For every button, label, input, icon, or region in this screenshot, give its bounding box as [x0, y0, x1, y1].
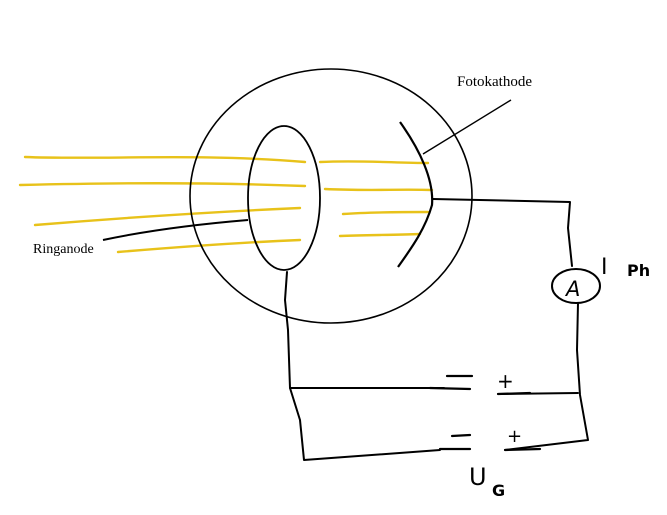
light-rays: [18, 155, 434, 254]
ammeter-symbol: A: [564, 277, 580, 301]
light-ray-2: [18, 182, 307, 188]
ring-anode: [247, 125, 321, 271]
vacuum-bulb: [189, 68, 473, 324]
photocathode: [397, 121, 434, 268]
light-ray-6: [323, 187, 434, 192]
wire-ammeter-down: [504, 302, 589, 451]
anode-leader-line: [102, 219, 249, 241]
voltage-label: U: [469, 463, 487, 491]
current-label: I: [601, 255, 608, 280]
voltage-subscript: G: [492, 481, 505, 500]
current-subscript: Ph: [627, 261, 650, 280]
voltage-source-upper: [428, 374, 532, 396]
light-ray-5: [318, 160, 430, 165]
battery-lower-short-plate: [450, 433, 472, 438]
circuit-wires: [284, 198, 589, 461]
wire-left-rail: [289, 387, 441, 461]
light-ray-4: [116, 238, 302, 254]
voltage-source-lower: [438, 433, 542, 452]
light-ray-8: [338, 232, 422, 238]
ammeter: [551, 268, 601, 304]
wire-anode-down: [284, 271, 445, 389]
light-ray-7: [341, 210, 430, 216]
ring-anode-label: Ringanode: [33, 242, 94, 257]
cathode-label: Fotokathode: [457, 74, 532, 90]
battery-upper-right-plate: [496, 391, 532, 396]
battery-lower-right-plate: [503, 447, 542, 452]
battery-upper-long-plate: [428, 386, 472, 391]
light-ray-3: [33, 206, 302, 227]
wire-cathode-right: [432, 198, 573, 267]
plus-sign-lower: +: [507, 426, 522, 447]
light-ray-1: [23, 155, 307, 164]
plus-sign-upper: +: [497, 369, 514, 393]
cathode-leader-line: [422, 99, 512, 155]
